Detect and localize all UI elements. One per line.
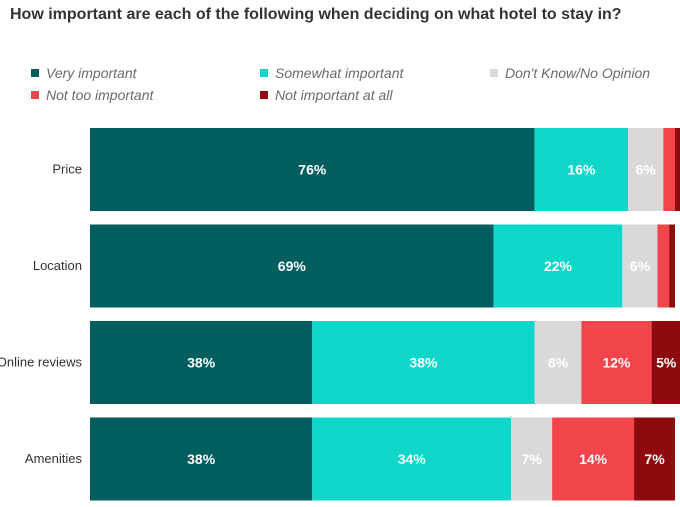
legend-swatch <box>490 69 498 77</box>
legend-swatch <box>31 91 39 99</box>
bar-segment <box>90 417 313 501</box>
bar-segment <box>312 417 512 501</box>
bar-segment <box>90 321 313 404</box>
bar-segment <box>657 224 670 308</box>
category-label: Location <box>33 258 82 273</box>
category-label: Price <box>52 162 82 177</box>
data-label: 5% <box>656 355 677 371</box>
bar-segment <box>675 128 680 211</box>
legend-label: Not too important <box>46 87 154 103</box>
bar-segment <box>628 128 664 211</box>
legend-label: Don't Know/No Opinion <box>505 65 651 81</box>
bar-segment <box>312 321 535 404</box>
data-label: 6% <box>630 258 651 274</box>
bar-segment <box>90 128 535 211</box>
legend-item-very-important: Very important <box>31 64 137 82</box>
bar-segment <box>581 321 652 404</box>
legend-item-not-too-important: Not too important <box>31 86 153 104</box>
bar-segment <box>90 224 494 308</box>
bar-segment <box>493 224 623 308</box>
category-label: Online reviews <box>0 355 82 370</box>
data-label: 34% <box>398 451 427 467</box>
data-label: 14% <box>579 451 608 467</box>
legend-swatch <box>31 69 39 77</box>
legend-item-dont-know: Don't Know/No Opinion <box>490 64 650 82</box>
legend-label: Very important <box>46 65 137 81</box>
bar-segment <box>511 417 553 501</box>
legend-label: Not important at all <box>275 87 393 103</box>
data-label: 38% <box>187 451 216 467</box>
data-label: 6% <box>636 162 657 178</box>
data-label: 38% <box>409 355 438 371</box>
bar-segment <box>622 224 658 308</box>
data-label: 7% <box>644 451 665 467</box>
legend-swatch <box>260 69 268 77</box>
legend-label: Somewhat important <box>275 65 404 81</box>
data-label: 16% <box>567 162 596 178</box>
bar-segment <box>669 224 675 308</box>
bar-segment <box>534 321 582 404</box>
data-label: 8% <box>548 355 569 371</box>
bar-segment <box>663 128 675 211</box>
bar-segment <box>651 321 680 404</box>
data-label: 38% <box>187 355 216 371</box>
legend-item-somewhat-important: Somewhat important <box>260 64 403 82</box>
bar-segment <box>552 417 635 501</box>
data-label: 22% <box>544 258 573 274</box>
legend-item-not-important-at-all: Not important at all <box>260 86 393 104</box>
bar-segment <box>634 417 675 501</box>
data-label: 7% <box>522 451 543 467</box>
chart-title: How important are each of the following … <box>10 6 622 23</box>
category-label: Amenities <box>25 451 83 466</box>
data-label: 76% <box>298 162 327 178</box>
data-label: 12% <box>602 355 631 371</box>
data-label: 69% <box>278 258 307 274</box>
legend-swatch <box>260 91 268 99</box>
bar-segment <box>534 128 629 211</box>
